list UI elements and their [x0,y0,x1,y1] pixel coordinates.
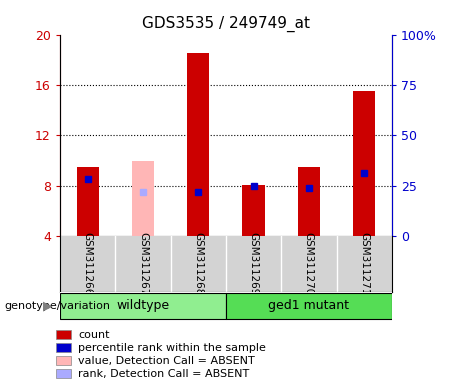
Bar [226,293,392,319]
Bar [187,53,209,236]
Bar [60,293,226,319]
Bar [56,343,71,353]
Text: wildtype: wildtype [116,299,170,312]
Bar [56,356,71,366]
Bar [353,91,375,236]
Bar [56,330,71,339]
Title: GDS3535 / 249749_at: GDS3535 / 249749_at [142,16,310,32]
Text: genotype/variation: genotype/variation [5,301,111,311]
Text: GSM311267: GSM311267 [138,232,148,296]
Text: percentile rank within the sample: percentile rank within the sample [78,343,266,353]
Text: GSM311270: GSM311270 [304,232,314,296]
Bar [56,369,71,378]
Bar [242,184,265,236]
Text: GSM311266: GSM311266 [83,232,93,296]
Bar [298,167,320,236]
Bar [77,167,99,236]
Text: value, Detection Call = ABSENT: value, Detection Call = ABSENT [78,356,255,366]
Text: rank, Detection Call = ABSENT: rank, Detection Call = ABSENT [78,369,250,379]
Text: ged1 mutant: ged1 mutant [268,299,349,312]
Text: ▶: ▶ [43,299,53,312]
Text: GSM311268: GSM311268 [193,232,203,296]
Text: GSM311271: GSM311271 [359,232,369,296]
Text: GSM311269: GSM311269 [248,232,259,296]
Bar [132,161,154,236]
Text: count: count [78,330,110,340]
